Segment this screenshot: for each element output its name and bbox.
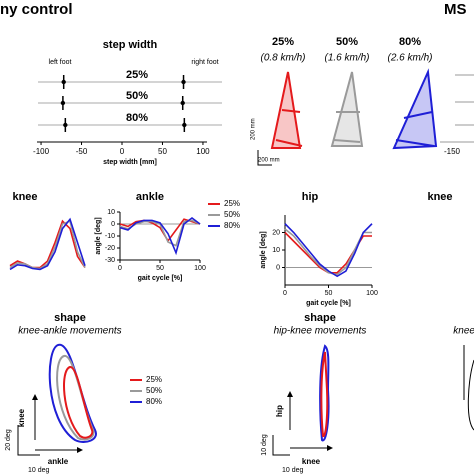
y-tick-label: 10 xyxy=(272,247,280,254)
y-tick-label: -10 xyxy=(105,233,115,240)
mean-dot xyxy=(60,100,66,106)
panel-title: shape xyxy=(54,312,86,324)
speed-kmh: (0.8 km/h) xyxy=(260,53,305,64)
x-tick-label: 0 xyxy=(120,147,125,156)
axis-label: angle [deg] xyxy=(95,217,102,254)
axis-label: knee xyxy=(17,408,26,427)
axis-label: hip xyxy=(275,405,284,417)
axis-label: gait cycle [%] xyxy=(306,300,351,307)
panel-title: step width xyxy=(103,39,158,51)
axis-label: gait cycle [%] xyxy=(138,275,183,282)
legend-label: 80% xyxy=(146,397,162,406)
panel-subtitle: knee-ankle movements xyxy=(453,326,474,337)
curve xyxy=(9,220,86,270)
panel-title: ankle xyxy=(136,191,164,203)
mean-dot xyxy=(63,122,68,128)
mean-dot xyxy=(61,79,66,85)
scale-label: 200 mm xyxy=(251,118,257,140)
y-tick-label: 10 xyxy=(107,209,115,216)
scale-label: 10 deg xyxy=(282,467,304,474)
foot-label: left foot xyxy=(49,59,72,66)
legend-label: 50% xyxy=(224,210,240,219)
speed-pct: 25% xyxy=(272,36,294,48)
scale-label: 10 deg xyxy=(261,434,268,456)
header: ny control xyxy=(0,1,73,18)
curve xyxy=(9,219,86,269)
mean-dot xyxy=(182,122,187,128)
legend-label: 25% xyxy=(146,375,162,384)
scale-label: 10 deg xyxy=(28,467,50,474)
x-tick-label: -100 xyxy=(33,147,50,156)
panel-subtitle: knee-ankle movements xyxy=(18,326,121,337)
x-tick-label: 50 xyxy=(156,265,164,272)
x-tick-label: 50 xyxy=(325,290,333,297)
curve xyxy=(284,223,373,278)
y-tick-label: 0 xyxy=(111,221,115,228)
y-tick-label: 0 xyxy=(276,264,280,271)
scale-label: 20 deg xyxy=(5,429,12,451)
speed-pct: 50% xyxy=(336,36,358,48)
panel-title: shape xyxy=(304,312,336,324)
mean-dot xyxy=(180,100,185,106)
curve xyxy=(119,218,201,243)
speed-label: 50% xyxy=(126,90,148,102)
panel-title: hip xyxy=(302,191,319,203)
curve xyxy=(284,228,372,276)
header: MS xyxy=(444,1,467,18)
curve xyxy=(119,217,201,256)
speed-kmh: (1.6 km/h) xyxy=(324,53,369,64)
stick-figures xyxy=(257,68,438,166)
speed-pct: 80% xyxy=(399,36,421,48)
legend-label: 50% xyxy=(146,386,162,395)
axis-label: angle [deg] xyxy=(260,231,267,268)
x-tick-label: 50 xyxy=(158,147,167,156)
y-tick-label: -30 xyxy=(105,257,115,264)
y-tick-label: 20 xyxy=(272,229,280,236)
scale-label: 200 mm xyxy=(258,158,280,164)
ms-step-width xyxy=(440,74,474,143)
x-tick-label: 100 xyxy=(196,147,210,156)
panel-title: knee xyxy=(427,191,452,203)
panel-subtitle: hip-knee movements xyxy=(274,326,367,337)
mean-dot xyxy=(181,79,186,85)
axis-label: step width [mm] xyxy=(103,159,157,166)
legend-label: 25% xyxy=(224,199,240,208)
curve xyxy=(9,217,86,271)
speed-label: 80% xyxy=(126,112,148,124)
legend-label: 80% xyxy=(224,221,240,230)
panel-title: knee xyxy=(12,191,37,203)
foot-label: right foot xyxy=(191,59,218,66)
x-tick-label: -150 xyxy=(444,147,461,156)
axis-label: knee xyxy=(302,457,321,466)
y-tick-label: -20 xyxy=(105,245,115,252)
x-tick-label: 100 xyxy=(194,265,206,272)
speed-kmh: (2.6 km/h) xyxy=(387,53,432,64)
x-tick-label: 100 xyxy=(366,290,378,297)
x-tick-label: 0 xyxy=(118,265,122,272)
speed-label: 25% xyxy=(126,69,148,81)
shape-loops xyxy=(17,343,474,456)
axis-label: ankle xyxy=(48,457,69,466)
x-tick-label: 0 xyxy=(283,290,287,297)
x-tick-label: -50 xyxy=(76,147,88,156)
